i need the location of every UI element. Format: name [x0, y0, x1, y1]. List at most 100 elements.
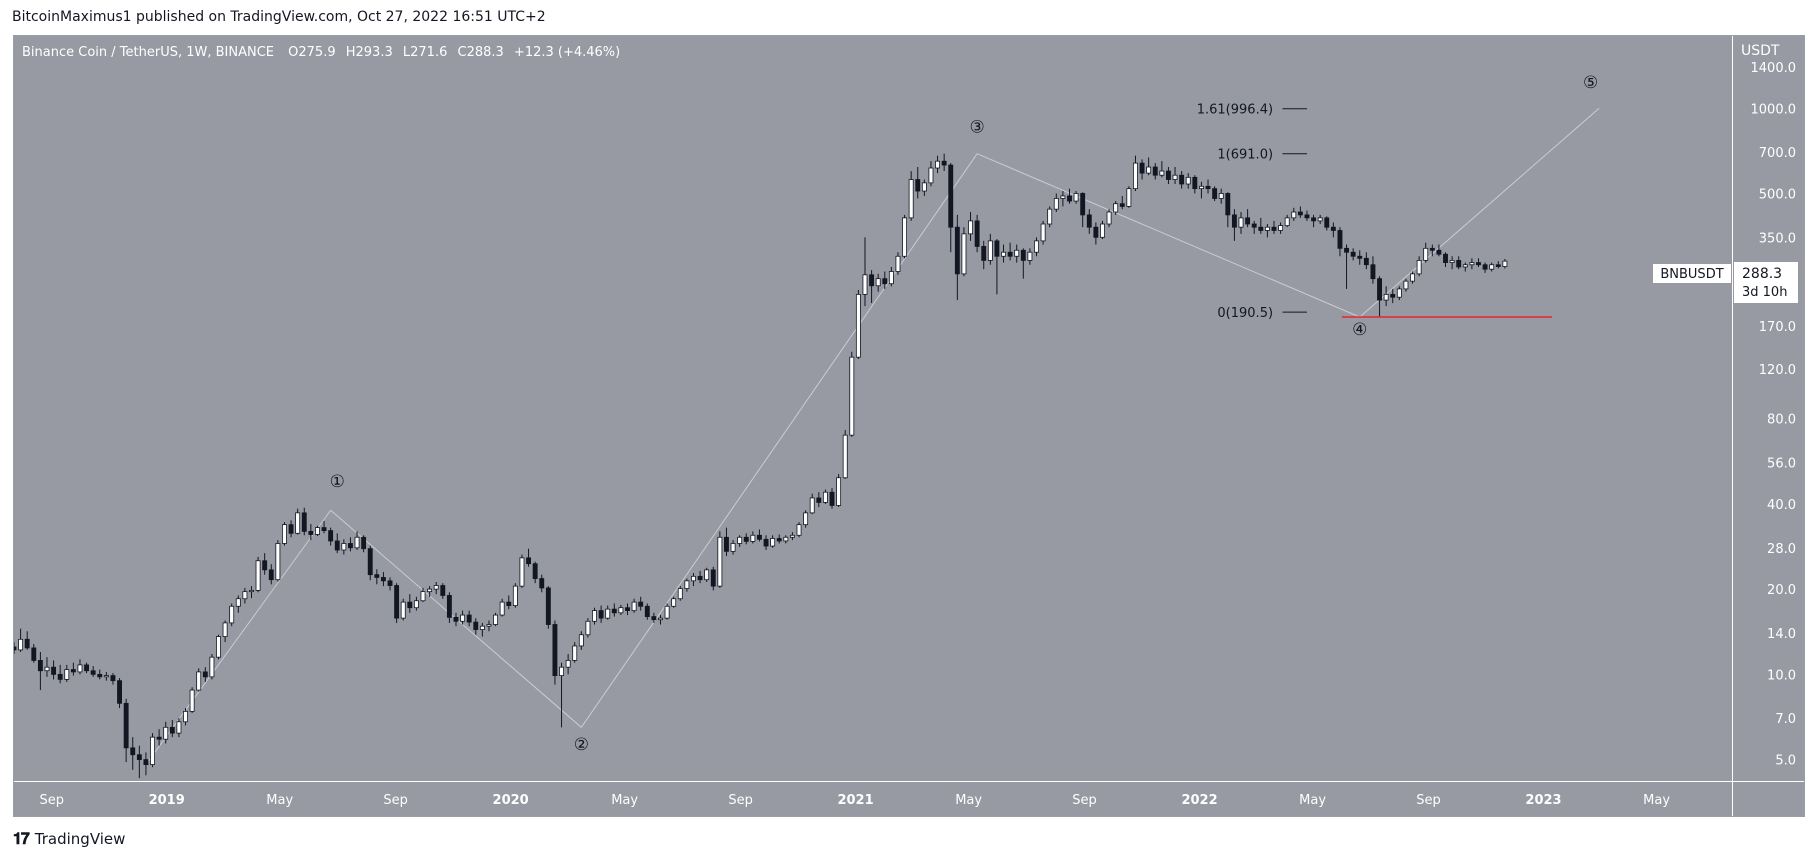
ticker-badge-text: BNBUSDT	[1660, 267, 1723, 282]
candle	[446, 592, 452, 623]
candle-body	[1311, 217, 1317, 222]
candle-body	[961, 233, 967, 275]
time-tick-label: Sep	[39, 793, 64, 808]
candle	[156, 729, 162, 746]
candle-body	[374, 574, 380, 578]
candle	[1469, 258, 1475, 270]
candle	[169, 719, 175, 738]
candle	[974, 214, 980, 253]
candle-body	[18, 638, 24, 651]
legend-o-label: O	[288, 45, 298, 60]
candle-body	[1027, 251, 1033, 261]
candle	[334, 533, 340, 554]
time-tick-label: Sep	[383, 793, 408, 808]
candle	[1429, 244, 1435, 257]
candle	[1047, 206, 1053, 228]
candle-body	[110, 675, 116, 682]
candle	[189, 687, 195, 714]
legend-l-label: L	[403, 45, 411, 60]
candle-body	[150, 736, 155, 765]
candle-body	[103, 675, 109, 678]
candle-body	[1284, 217, 1290, 226]
ticker-badge	[1653, 264, 1731, 283]
time-tick-label: 2023	[1525, 793, 1561, 808]
candle	[1007, 242, 1013, 261]
candle	[466, 610, 472, 627]
candle	[361, 535, 367, 553]
candle-body	[512, 585, 518, 606]
candle	[143, 752, 149, 776]
candle	[539, 574, 545, 593]
price-tick-label: 14.0	[1767, 627, 1796, 642]
candle-body	[209, 656, 215, 678]
candle	[268, 564, 274, 585]
candle-body	[756, 534, 762, 540]
candle-body	[275, 543, 281, 581]
candle-body	[625, 607, 630, 611]
candle-body	[24, 638, 30, 649]
candle	[453, 612, 459, 627]
brand-footer[interactable]: 𝟏𝟕 TradingView	[13, 829, 125, 849]
candle-body	[1093, 226, 1099, 238]
candle	[1251, 220, 1257, 234]
candle	[413, 596, 419, 611]
candle-body	[1350, 251, 1356, 257]
time-axis[interactable]: Sep 2019 May Sep 2020 May Sep 2021 May Sep 2022 May…	[39, 793, 1670, 808]
candle	[1324, 216, 1330, 231]
price-tick-label: 56.0	[1767, 457, 1796, 472]
candle	[671, 596, 677, 608]
candle-body	[796, 524, 802, 536]
candle	[948, 163, 954, 253]
candle	[24, 631, 30, 650]
wave-label-3: ③	[970, 118, 985, 138]
candle-body	[1047, 208, 1053, 225]
candle	[1139, 159, 1145, 180]
candle-body	[968, 220, 973, 235]
candle	[1396, 286, 1402, 301]
candle-body	[1344, 247, 1350, 253]
candle	[1330, 222, 1336, 238]
legend-h-label: H	[346, 45, 356, 60]
candle-body	[506, 601, 512, 606]
candle	[1502, 259, 1508, 269]
candle-body	[367, 548, 373, 576]
candle-body	[783, 536, 789, 542]
candle-body	[1489, 264, 1495, 270]
candle-body	[888, 271, 894, 285]
candle	[684, 578, 690, 592]
candle-body	[684, 580, 690, 589]
candle	[631, 598, 637, 613]
candle	[717, 531, 723, 588]
candle-body	[618, 607, 624, 614]
candle	[559, 662, 564, 728]
candle	[499, 598, 505, 617]
chart-frame[interactable]: 1.61(996.4) 1(691.0) 0(190.5) ① ② ③ ④ ⑤ 5.0 7.0…	[11, 35, 1805, 817]
candle-body	[44, 666, 50, 672]
price-axis[interactable]: 5.0 7.0 10.0 14.0 20.0 28.0 40.0 56.0 80.0 120.0 1…	[1751, 61, 1797, 769]
candle	[282, 522, 287, 546]
price-chart[interactable]: 1.61(996.4) 1(691.0) 0(190.5) ① ② ③ ④ ⑤ 5.0 7.0…	[11, 36, 1804, 816]
candle-body	[1225, 193, 1231, 216]
candle-body	[803, 512, 809, 526]
candle	[1218, 188, 1224, 204]
candle-body	[539, 578, 545, 589]
candle-body	[1146, 166, 1152, 174]
candle	[1172, 167, 1178, 185]
price-tick-label: 40.0	[1767, 498, 1796, 513]
candle	[394, 583, 400, 623]
time-tick-label: Sep	[1072, 793, 1097, 808]
candle	[479, 622, 485, 637]
candle	[110, 673, 116, 685]
candle-body	[1014, 249, 1020, 257]
fib-label-3: 0(190.5)	[1217, 306, 1273, 321]
candle	[783, 535, 789, 544]
candle-body	[1436, 249, 1442, 255]
candle-body	[1278, 225, 1284, 231]
candle	[1489, 262, 1495, 272]
candle	[968, 212, 973, 241]
candle-body	[334, 540, 340, 551]
candle-body	[697, 575, 703, 581]
candle-body	[809, 497, 815, 514]
price-badge-value: 288.3	[1742, 266, 1782, 282]
price-tick-label: 20.0	[1767, 583, 1796, 598]
